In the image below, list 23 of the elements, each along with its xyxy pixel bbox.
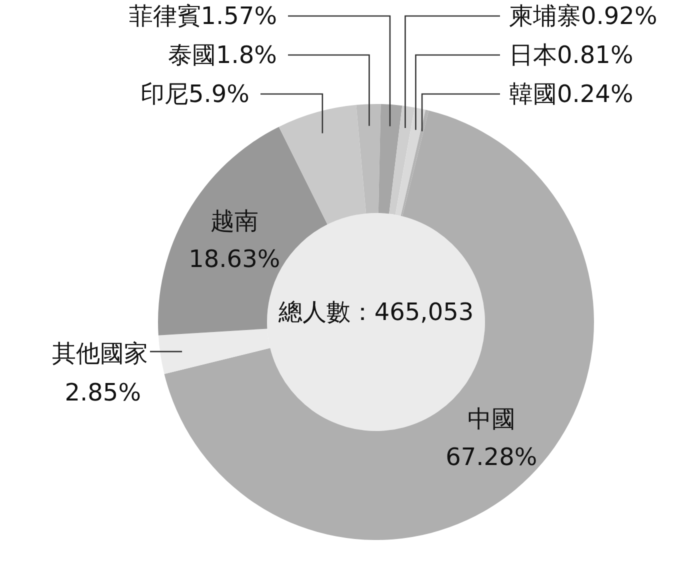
donut-slice — [158, 328, 270, 374]
text: 總人數：465,053 — [277, 298, 474, 326]
data-label: 0.92% — [581, 2, 658, 30]
slice-label: 其他國家 — [52, 340, 148, 368]
slice-label: 越南 — [210, 207, 258, 236]
data-label: 0.24% — [557, 80, 634, 108]
donut-slice — [378, 104, 402, 214]
slice-label: 日本 — [509, 41, 557, 69]
data-label: 1.57% — [200, 2, 277, 30]
data-label: 1.8% — [216, 41, 277, 69]
slice-label: 泰國 — [168, 41, 216, 69]
slice-label: 韓國 — [509, 80, 557, 108]
data-label: 2.85% — [64, 378, 141, 407]
donut-slice — [164, 110, 594, 540]
slice-label: 印尼 — [140, 80, 188, 108]
data-label: 5.9% — [188, 80, 250, 108]
slice-label: 柬埔寨 — [509, 2, 581, 30]
slice-label: 菲律賓 — [128, 2, 201, 30]
data-label: 67.28% — [446, 442, 538, 471]
data-label: 0.81% — [557, 41, 634, 69]
donut-slice — [158, 126, 328, 336]
slice-label: 中國 — [467, 404, 516, 433]
data-label: 18.63% — [188, 245, 280, 274]
